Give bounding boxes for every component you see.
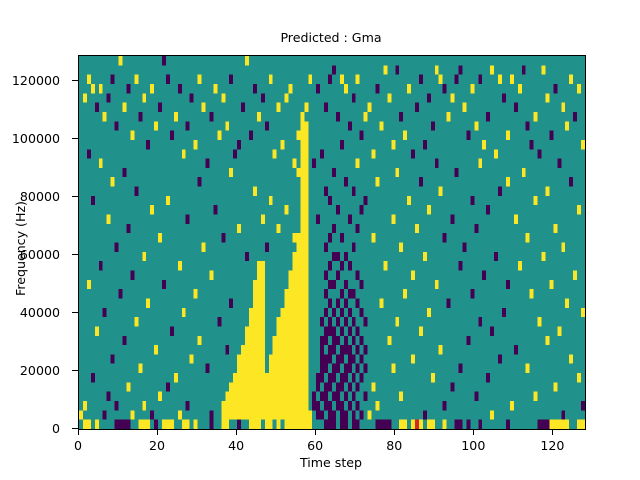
x-axis-tick <box>315 429 317 435</box>
heatmap-plot-area <box>78 55 586 430</box>
x-axis-tick-label: 0 <box>73 438 83 453</box>
y-axis-label: Frequency (Hz) <box>13 201 28 296</box>
x-axis-tick <box>78 429 79 435</box>
x-axis-tick-label: 20 <box>149 438 166 453</box>
x-axis-tick-label: 100 <box>461 438 486 453</box>
y-axis-tick <box>72 253 78 255</box>
x-axis-tick <box>157 429 159 435</box>
x-axis-tick <box>473 429 475 435</box>
x-axis-tick <box>552 429 554 435</box>
x-axis-tick <box>394 429 396 435</box>
heatmap-image <box>79 56 585 429</box>
x-axis-tick-label: 80 <box>386 438 403 453</box>
y-axis-tick <box>72 428 78 429</box>
y-axis-tick <box>72 79 78 81</box>
y-axis-tick <box>72 137 78 139</box>
x-axis-label: Time step <box>299 455 363 470</box>
x-axis-tick-label: 60 <box>307 438 324 453</box>
page-title: Predicted : Gma <box>280 30 382 45</box>
y-axis-tick <box>72 369 78 371</box>
x-axis-tick-label: 120 <box>540 438 565 453</box>
y-axis-tick <box>72 195 78 197</box>
y-axis-tick <box>72 311 78 313</box>
x-axis-tick-label: 40 <box>228 438 245 453</box>
x-axis-tick <box>236 429 238 435</box>
